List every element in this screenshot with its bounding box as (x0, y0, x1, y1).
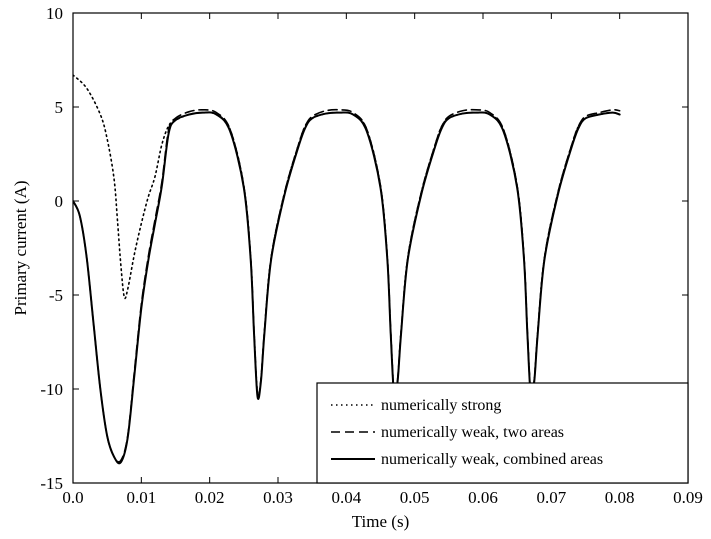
x-tick-label: 0.08 (605, 488, 635, 507)
x-axis: 0.0 0.01 0.02 0.03 0.04 0.05 0.06 0.07 0.08 0.09 (62, 13, 703, 507)
x-tick-label: 0.09 (673, 488, 703, 507)
y-axis: 10 5 0 -5 -10 -15 (40, 4, 688, 493)
y-tick-label: 0 (55, 192, 64, 211)
series-line-3 (73, 111, 621, 465)
y-axis-title: Primary current (A) (11, 180, 30, 315)
x-tick-label: 0.06 (468, 488, 498, 507)
x-axis-title: Time (s) (352, 512, 409, 531)
x-tick-label: 0.07 (536, 488, 566, 507)
y-tick-label: -10 (40, 380, 63, 399)
y-tick-label: -5 (49, 286, 63, 305)
legend-label: numerically weak, combined areas (381, 451, 603, 468)
series-line-2 (73, 108, 621, 463)
x-tick-label: 0.04 (331, 488, 361, 507)
x-tick-label: 0.03 (263, 488, 293, 507)
x-tick-label: 0.01 (126, 488, 156, 507)
x-tick-label: 0.05 (400, 488, 430, 507)
y-tick-label: -15 (40, 474, 63, 493)
legend-label: numerically weak, two areas (381, 424, 564, 441)
legend-box (316, 382, 689, 484)
legend: numerically strong numerically weak, two … (316, 382, 689, 484)
x-tick-label: 0.0 (62, 488, 83, 507)
y-tick-label: 10 (46, 4, 63, 23)
y-tick-label: 5 (55, 98, 64, 117)
legend-label: numerically strong (381, 397, 501, 414)
series-layer (73, 74, 621, 465)
x-tick-label: 0.02 (195, 488, 225, 507)
